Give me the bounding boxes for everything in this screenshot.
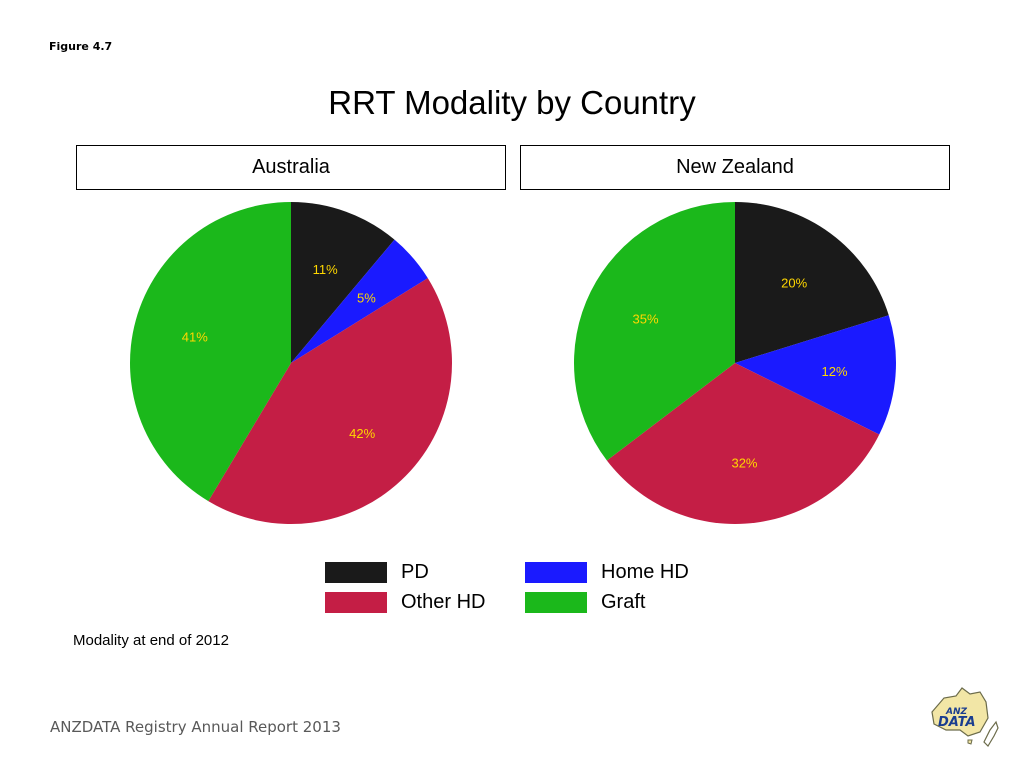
pie-label-new-zealand-pd: 20% [781, 276, 807, 291]
panel-header-label: Australia [252, 156, 330, 178]
pie-charts: 11% 5% 42% 41% 20% 12% 32% 35% [130, 201, 896, 525]
legend-item-other-hd: Other HD [325, 590, 485, 614]
legend-item-pd: PD [325, 560, 429, 584]
pie-label-australia-pd: 11% [313, 262, 338, 277]
pie-slice-australia-graft [130, 202, 291, 502]
chart-title: RRT Modality by Country [328, 84, 696, 121]
pie-slice-new-zealand-home-hd [735, 315, 896, 435]
legend-swatch-pd [325, 561, 387, 583]
legend-label: Home HD [601, 560, 689, 583]
pie-slice-australia-pd [291, 202, 395, 363]
anzdata-logo-icon: ANZ DATA [931, 687, 999, 747]
pie-label-new-zealand-home-hd: 12% [821, 364, 847, 379]
pie-label-new-zealand-graft: 35% [633, 312, 659, 327]
legend-swatch-home-hd [525, 561, 587, 583]
legend-item-graft: Graft [525, 590, 645, 614]
logo-text-main: DATA [938, 715, 976, 730]
legend-item-home-hd: Home HD [525, 560, 689, 584]
figure-label: Figure 4.7 [49, 40, 113, 53]
panel-header-label: New Zealand [676, 156, 794, 178]
legend-swatch-graft [525, 591, 587, 613]
pie-slice-new-zealand-graft [573, 201, 735, 461]
footnote: Modality at end of 2012 [73, 632, 229, 649]
legend-label: Graft [601, 590, 646, 613]
pie-label-new-zealand-other-hd: 32% [731, 455, 757, 470]
legend-label: PD [401, 560, 429, 583]
legend-swatch-other-hd [325, 591, 387, 613]
pie-slice-australia-other-hd [208, 278, 452, 524]
legend: PD Home HD Other HD Graft [325, 560, 745, 620]
pie-slice-australia-home-hd [291, 239, 428, 363]
footer-text: ANZDATA Registry Annual Report 2013 [50, 718, 341, 736]
pie-slice-new-zealand-pd [735, 202, 889, 363]
logo-text-top: ANZ [945, 707, 967, 717]
pie-label-australia-home-hd: 5% [357, 291, 376, 306]
pie-label-australia-other-hd: 42% [349, 426, 375, 441]
pie-label-australia-graft: 41% [182, 329, 208, 344]
legend-label: Other HD [401, 590, 486, 613]
panel-header-australia: Australia [76, 145, 506, 190]
pie-slice-new-zealand-other-hd [606, 363, 880, 525]
panel-header-new-zealand: New Zealand [520, 145, 950, 190]
